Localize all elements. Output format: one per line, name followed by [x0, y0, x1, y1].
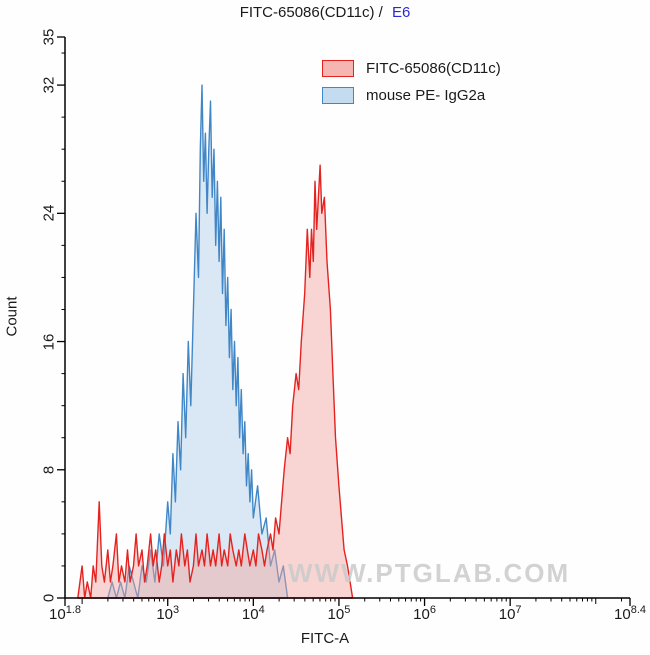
x-tick-label: 107	[498, 604, 522, 623]
y-tick-label: 16	[40, 333, 58, 350]
x-tick-label: 104	[241, 604, 265, 623]
chart-title-sample: E6	[391, 4, 411, 21]
y-tick-label: 0	[40, 593, 58, 603]
x-tick-label: 101.8	[49, 604, 81, 623]
x-tick-label: 103	[156, 604, 180, 623]
x-axis-title: FITC-A	[300, 630, 350, 647]
legend-item: FITC-65086(CD11c)	[322, 60, 501, 77]
legend-item: mouse PE- IgG2a	[322, 87, 501, 104]
series-fill-mouse PE- IgG2a	[107, 85, 288, 599]
legend-swatch	[322, 87, 354, 104]
series-line-mouse PE- IgG2a	[107, 84, 289, 599]
y-tick-label: 32	[40, 76, 58, 94]
y-tick-label: 35	[40, 28, 58, 46]
y-tick-label: 24	[40, 204, 58, 222]
legend: FITC-65086(CD11c) mouse PE- IgG2a	[322, 60, 501, 114]
y-tick-label: 8	[40, 465, 58, 474]
series-line-FITC-65086(CD11c)	[77, 164, 354, 599]
chart-title: FITC-65086(CD11c) / E6	[0, 4, 650, 21]
series-fill-FITC-65086(CD11c)	[77, 165, 353, 598]
x-tick-label: 108.4	[614, 604, 646, 623]
watermark: WWW.PTGLAB.COM	[288, 558, 571, 588]
y-axis-title: Count	[3, 296, 21, 337]
chart-title-antibody: FITC-65086(CD11c) /	[239, 4, 383, 21]
legend-label: mouse PE- IgG2a	[366, 87, 486, 104]
legend-swatch	[322, 60, 354, 77]
x-tick-label: 105	[327, 604, 351, 623]
legend-label: FITC-65086(CD11c)	[366, 60, 501, 77]
x-tick-label: 106	[413, 604, 436, 623]
